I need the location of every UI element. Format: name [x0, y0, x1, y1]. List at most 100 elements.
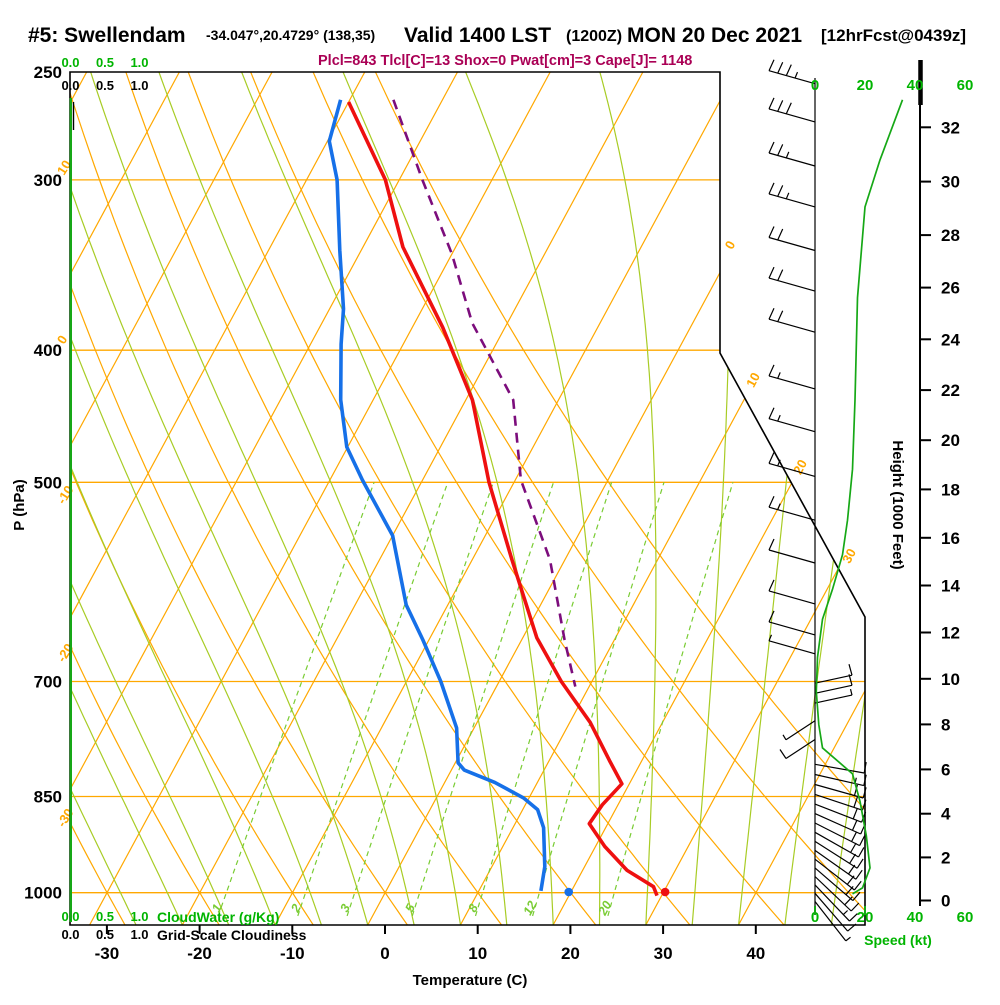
mixing-ratio-line: [533, 482, 664, 916]
wind-barb-west-half-feather: [778, 504, 781, 510]
pressure-tick-label: 850: [34, 787, 62, 806]
temperature-tick-label: 20: [561, 944, 580, 963]
chart-header: #5: Swellendam -34.047°,20.4729° (138,35…: [28, 24, 966, 69]
wind-barb-west: [769, 238, 815, 251]
wind-barb-west: [769, 419, 815, 432]
wind-barb-west-feather: [778, 144, 783, 155]
wind-barb-east-up: [815, 685, 852, 693]
surface-dewpoint-dot: [564, 888, 573, 897]
speed-axis-title: Speed (kt): [864, 932, 932, 948]
wind-barb-west-half-feather: [778, 372, 781, 378]
isotherm-label: 0: [722, 238, 739, 251]
height-axis-title: Height (1000 Feet): [889, 440, 906, 569]
isotherm-label: 10: [743, 370, 763, 390]
wind-barb-west-feather: [778, 185, 783, 196]
temperature-tick-label: 40: [746, 944, 765, 963]
parcel-curve: [393, 100, 575, 687]
wind-barb-west-feather: [778, 100, 783, 111]
temperature-tick-label: 0: [380, 944, 389, 963]
wind-barb-west: [769, 109, 815, 122]
wind-barb-west-feather: [778, 311, 783, 322]
temperature-tick-label: 30: [654, 944, 673, 963]
wind-barb-west-feather: [786, 65, 791, 76]
wind-barb-east-down-feather: [853, 820, 857, 830]
wind-barb-west-feather: [769, 580, 774, 591]
pressure-tick-label: 400: [34, 341, 62, 360]
pressure-axis-title: P (hPa): [11, 479, 28, 530]
wind-barb-sw-feather: [780, 750, 786, 759]
height-tick-label: 12: [941, 624, 960, 643]
parcel-curve-line: [393, 100, 575, 687]
wind-barb-west-half-feather: [786, 193, 789, 199]
wind-barb-sw: [786, 740, 815, 759]
cloudwater-scale-top: 0.0: [61, 55, 79, 70]
wind-barb-east-down-half-feather: [843, 911, 847, 915]
height-tick-label: 8: [941, 715, 950, 734]
height-tick-label: 28: [941, 226, 960, 245]
dry-adiabat-lines: [0, 67, 973, 926]
wind-barb-east-down: [815, 775, 864, 786]
wind-barb-west-feather: [769, 267, 774, 278]
mixing-ratio-line: [218, 482, 374, 916]
height-tick-label: 2: [941, 848, 950, 867]
height-tick-label: 20: [941, 431, 960, 450]
wind-barb-east-down-feather: [857, 859, 863, 868]
wind-barb-east-down-feather: [851, 843, 857, 853]
dry-adiabat-label: -30: [54, 806, 77, 830]
surface-temperature-dot: [661, 888, 670, 897]
height-tick-label: 32: [941, 118, 960, 137]
wind-barb-west-feather: [769, 60, 774, 71]
wind-barb-east-down-feather: [859, 847, 864, 857]
mixing-ratio-line: [347, 482, 493, 916]
cloudiness-scale-top: 1.0: [130, 78, 148, 93]
wind-barb-west-feather: [778, 229, 783, 240]
wind-barb-west-feather: [769, 365, 774, 376]
valid-zulu: (1200Z): [566, 28, 622, 45]
speed-tick-label-top: 0: [811, 77, 819, 94]
wind-barb-west-feather: [769, 496, 774, 507]
wind-barb-east-down-feather: [847, 876, 854, 885]
speed-tick-label-bottom: 60: [957, 909, 974, 926]
height-tick-label: 24: [941, 330, 960, 349]
cloudiness-legend: Grid-Scale Cloudiness: [157, 927, 307, 943]
wind-barb-west: [769, 71, 815, 84]
station-coords: -34.047°,20.4729° (138,35): [206, 27, 375, 43]
pressure-tick-label: 1000: [24, 884, 62, 903]
wind-barbs: [769, 60, 866, 941]
cloudwater-scale-bottom: 0.5: [96, 909, 114, 924]
height-tick-label: 22: [941, 381, 960, 400]
wind-barb-west: [769, 641, 815, 654]
wind-barb-east-up: [815, 695, 852, 703]
cloudiness-scale-bottom: 1.0: [130, 927, 148, 942]
wind-barb-east-down-feather: [852, 832, 857, 842]
wind-barb-west-feather: [786, 103, 791, 114]
pressure-tick-label: 300: [34, 171, 62, 190]
wind-barb-west: [769, 319, 815, 332]
mixing-ratio-label: 20: [595, 899, 614, 919]
cloudwater-scale-top: 1.0: [130, 55, 148, 70]
wind-barb-east-down-feather: [856, 870, 862, 879]
wind-barb-west-feather: [769, 227, 774, 238]
dry-adiabat-labels: 100-10-20-30: [54, 157, 77, 829]
height-tick-label: 26: [941, 279, 960, 298]
dry-adiabat-line: [124, 67, 596, 926]
wind-barb-west: [769, 278, 815, 291]
wind-barb-east-down-feather: [849, 865, 855, 874]
wind-barb-east-down: [815, 823, 860, 846]
valid-date: MON 20 Dec 2021: [627, 24, 802, 47]
cloudiness-scale-bottom: 0.0: [61, 927, 79, 942]
wind-barb-east-down-feather: [853, 809, 857, 819]
wind-barb-west-half-feather: [795, 72, 798, 78]
station-title: #5: Swellendam: [28, 24, 186, 47]
cloudiness-scale-bottom: 0.5: [96, 927, 114, 942]
wind-barb-east-down-feather: [850, 854, 856, 863]
temperature-tick-label: -20: [187, 944, 212, 963]
wind-barb-west-feather: [769, 408, 774, 419]
wind-barb-west: [769, 153, 815, 166]
wind-barb-west-feather: [769, 308, 774, 319]
cloudwater-scale-top: 0.5: [96, 55, 114, 70]
wind-barb-west: [769, 591, 815, 604]
dry-adiabat-line: [249, 67, 785, 926]
speed-tick-label-bottom: 40: [907, 909, 924, 926]
